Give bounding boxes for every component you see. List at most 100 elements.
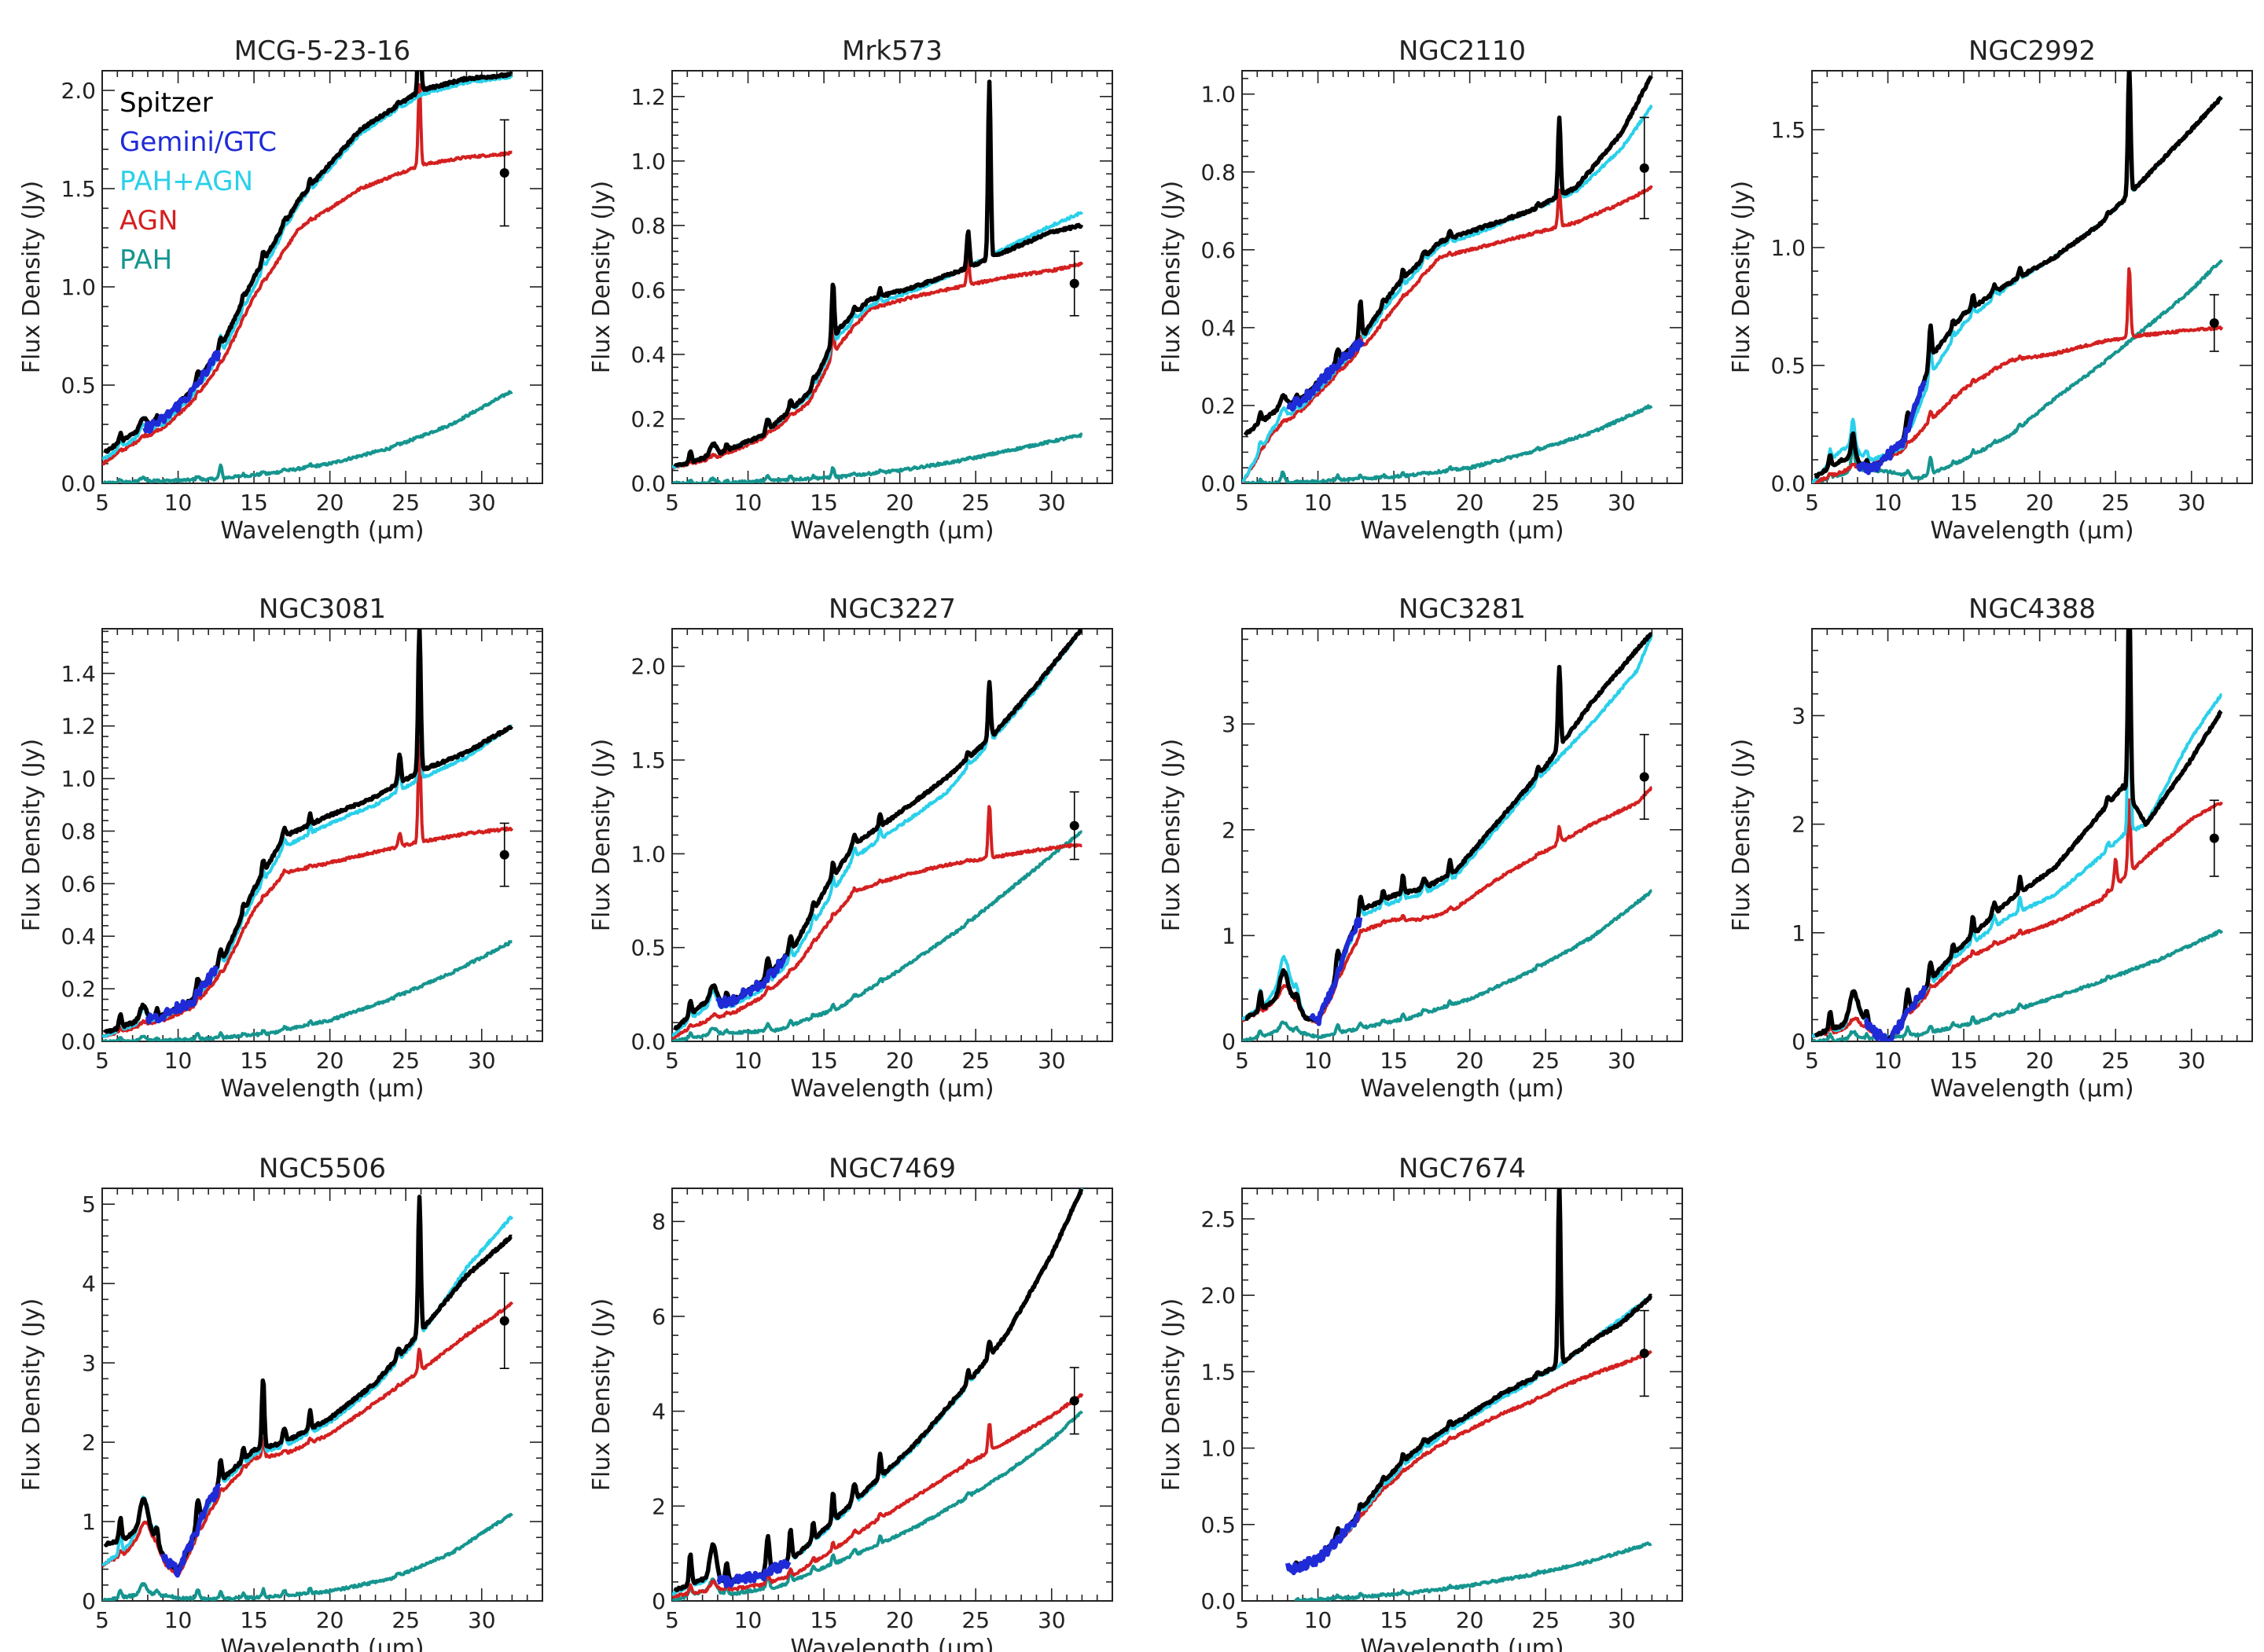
x-tick-label: 30 [2178,490,2206,516]
panel-ngc3281: NGC3281 5 10 15 20 25 30 0 1 2 3 Wavelength (μm) Flu… [1158,593,1683,1103]
series-agn [672,1393,1084,1599]
y-tick-label: 1.5 [61,176,96,202]
x-tick-label: 10 [1874,490,1902,516]
x-tick-label: 10 [1304,1607,1332,1633]
photometry-point [499,850,509,860]
y-tick-label: 0.6 [630,277,666,303]
y-tick-label: 0.0 [1200,471,1236,497]
x-tick-label: 25 [2101,1048,2130,1074]
photometry-point [1639,772,1649,782]
series-pah-agn [1242,633,1654,1022]
x-tick-label: 10 [164,490,193,516]
x-tick-label: 25 [1531,1048,1560,1074]
x-tick-label: 25 [1531,490,1560,516]
series-agn [102,737,514,1038]
axes-frame [101,70,543,484]
y-tick-label: 3 [1792,703,1806,729]
panel-ngc7469: NGC7469 5 10 15 20 25 30 0 2 4 6 8 Wavelength (μm) Fl… [588,1153,1113,1652]
x-axis-label: Wavelength (μm) [220,1075,424,1103]
y-tick-label: 1.0 [630,841,666,867]
x-axis-label: Wavelength (μm) [220,517,424,545]
y-tick-label: 1.0 [1770,235,1806,261]
series-agn [672,256,1084,470]
legend-entry: Gemini/GTC [119,127,277,158]
x-axis-label: Wavelength (μm) [220,1635,424,1652]
x-tick-label: 5 [95,1048,109,1074]
x-tick-label: 5 [665,490,679,516]
series-pah-agn [102,674,513,1038]
y-axis-label: Flux Density (Jy) [18,739,46,932]
x-tick-label: 30 [1038,1607,1066,1633]
series-pah [102,1512,513,1601]
photometry-point [1069,1396,1079,1406]
x-tick-label: 15 [240,1048,268,1074]
x-tick-label: 15 [810,1048,838,1074]
y-tick-label: 1.0 [630,149,666,174]
axes-frame [1241,70,1683,484]
x-tick-label: 5 [95,490,109,516]
series-gemini-gtc [1864,985,1928,1041]
y-tick-label: 1.2 [61,714,96,740]
series-gemini-gtc [1855,380,1928,475]
x-axis-label: Wavelength (μm) [1930,517,2134,545]
axes-frame [1811,70,2253,484]
series-pah [102,940,513,1041]
y-tick-label: 1.0 [1200,1436,1236,1462]
x-tick-label: 20 [2026,490,2054,516]
axes-frame [671,628,1113,1042]
y-tick-label: 0.0 [1770,471,1806,497]
panel-ngc5506: NGC5506 5 10 15 20 25 30 0 1 2 3 4 5 Wavelength (μm) F… [18,1153,543,1652]
x-tick-label: 20 [886,490,914,516]
series-pah [102,390,513,483]
x-tick-label: 15 [1380,1607,1408,1633]
y-tick-label: 0.2 [630,406,666,432]
panel-ngc7674: NGC7674 5 10 15 20 25 30 0.0 0.5 1.0 1.5 2.0 2.5 Wave… [1158,1153,1683,1652]
series-pah-agn [1812,630,2223,1041]
y-axis-label: Flux Density (Jy) [1158,181,1185,374]
y-axis-label: Flux Density (Jy) [588,739,616,932]
y-tick-label: 1.5 [1770,117,1806,143]
y-tick-label: 0.6 [1200,237,1236,263]
x-tick-label: 20 [316,1048,344,1074]
plot-area [672,629,1083,1041]
panel-ngc4388: NGC4388 5 10 15 20 25 30 0 1 2 3 Wavelength (μm) Flu… [1728,593,2253,1103]
y-axis-label: Flux Density (Jy) [588,181,616,374]
y-tick-label: 0.8 [61,818,96,844]
x-tick-label: 10 [1304,1048,1332,1074]
series-gemini-gtc [145,965,219,1025]
y-tick-label: 1 [1222,923,1236,949]
series-pah-agn [672,629,1083,1037]
plot-area [1242,632,1654,1041]
series-agn [102,1301,514,1577]
series-agn [1812,267,2224,483]
y-tick-label: 0.5 [61,373,96,398]
x-tick-label: 15 [810,490,838,516]
photometry-point [499,1316,509,1326]
y-tick-label: 1 [82,1509,96,1535]
x-tick-label: 30 [1608,1048,1636,1074]
x-tick-label: 20 [2026,1048,2054,1074]
y-tick-label: 1 [1792,920,1806,946]
x-axis-label: Wavelength (μm) [790,1075,994,1103]
y-tick-label: 1.2 [630,84,666,110]
y-tick-label: 5 [82,1191,96,1217]
x-tick-label: 30 [1608,490,1636,516]
x-tick-label: 25 [961,1607,990,1633]
x-tick-label: 15 [1380,490,1408,516]
y-tick-label: 1.0 [61,766,96,792]
series-pah-agn [1242,104,1653,483]
x-tick-label: 15 [240,490,268,516]
x-tick-label: 20 [886,1048,914,1074]
series-pah [672,432,1083,483]
legend-entry: PAH [119,244,172,276]
y-tick-label: 1.5 [630,747,666,773]
x-tick-label: 10 [164,1607,193,1633]
x-tick-label: 25 [961,490,990,516]
y-tick-label: 1.0 [1200,82,1236,108]
y-axis-label: Flux Density (Jy) [18,181,46,374]
y-tick-label: 1.5 [1200,1359,1236,1385]
series-pah [672,1410,1083,1601]
panel-title: NGC3227 [829,593,956,625]
series-gemini-gtc [715,953,788,1009]
axes-frame [1241,1188,1683,1602]
